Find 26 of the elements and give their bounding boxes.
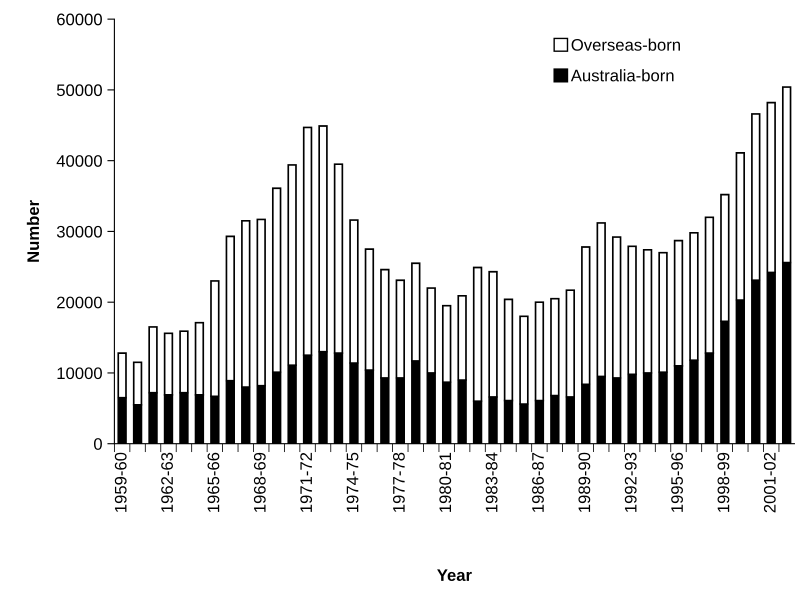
x-tick-label: 1986-87 [532, 452, 544, 512]
y-tick-label: 60000 [57, 14, 102, 26]
y-tick-label: 40000 [56, 155, 102, 167]
x-tick-label: 1968-69 [254, 452, 266, 512]
y-tick-label: 50000 [56, 84, 102, 96]
y-axis-title: Number [26, 200, 40, 262]
y-tick-label: 30000 [56, 226, 102, 238]
legend-label: Australia-born [570, 69, 674, 82]
x-tick-label: 1998-99 [718, 452, 730, 512]
x-tick-label: 1980-81 [439, 452, 452, 512]
legend-label: Overseas-born [572, 38, 680, 51]
x-tick-label: 1977-78 [392, 452, 405, 512]
x-tick-label: 2001-02 [764, 452, 776, 512]
x-tick-label: 1965-66 [208, 452, 220, 512]
x-tick-label: 1995-96 [671, 452, 683, 512]
x-tick-label: 1989-90 [578, 452, 590, 512]
y-tick-label: 0 [94, 438, 102, 450]
y-tick-label: 10000 [58, 367, 102, 380]
x-tick-label: 1974-75 [346, 452, 358, 512]
x-tick-label: 1983-84 [486, 452, 498, 512]
x-tick-label: 1971-72 [300, 452, 312, 512]
y-tick-label: 20000 [57, 296, 102, 308]
x-tick-label: 1992-93 [624, 452, 637, 512]
x-tick-label: 1959-60 [114, 452, 127, 512]
x-axis-title: Year [437, 569, 472, 582]
x-tick-label: 1962-63 [161, 452, 173, 512]
